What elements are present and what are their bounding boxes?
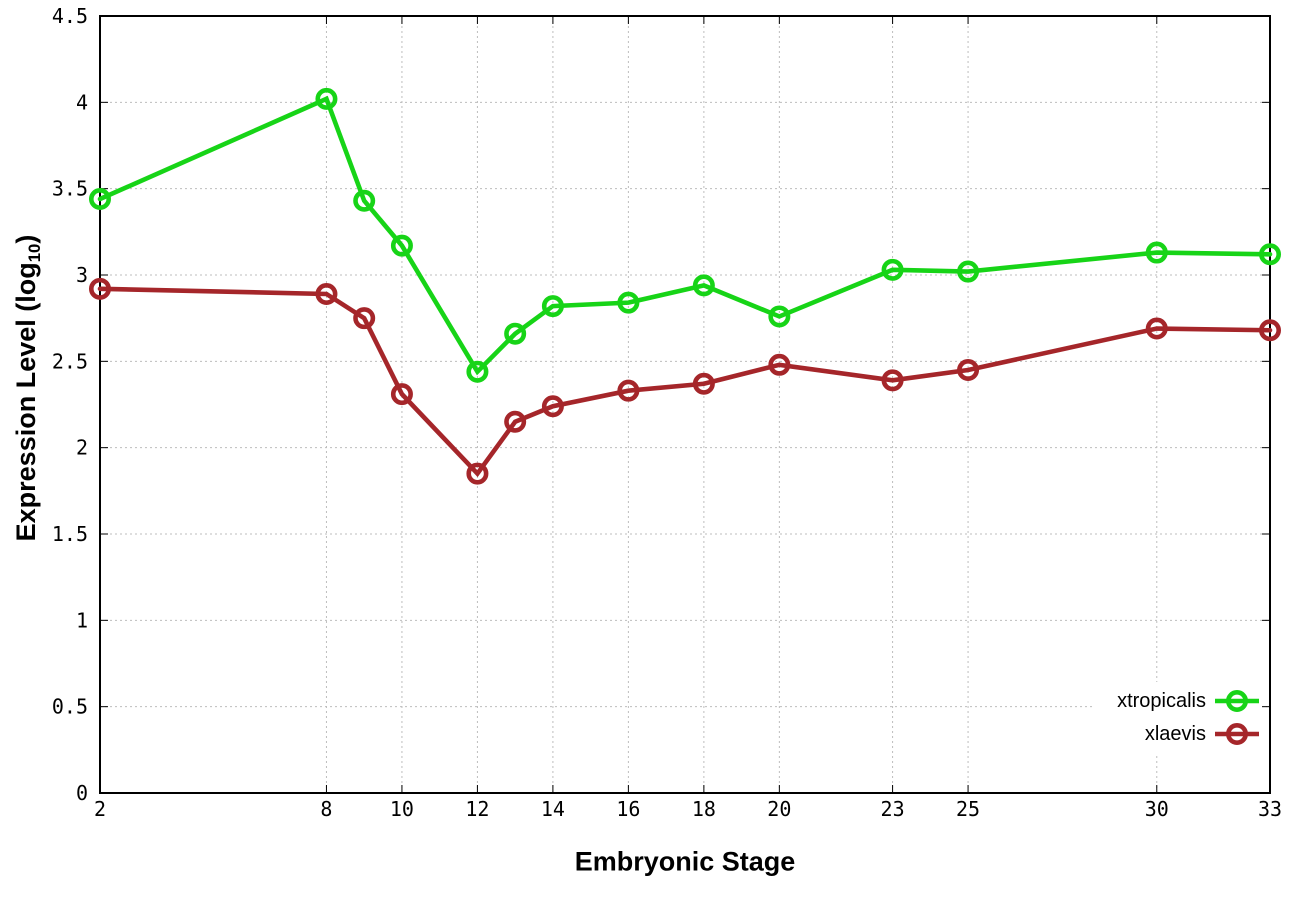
data-point-xtropicalis	[504, 322, 527, 345]
data-point-xlaevis	[466, 462, 489, 485]
x-tick-label: 20	[767, 797, 791, 821]
data-point-xtropicalis	[390, 234, 413, 257]
x-tick-label: 10	[390, 797, 414, 821]
y-tick-label: 2	[76, 436, 88, 460]
data-point-xtropicalis	[1259, 243, 1282, 266]
data-point-xlaevis	[541, 395, 564, 418]
data-point-xlaevis	[617, 379, 640, 402]
y-tick-label: 1.5	[52, 522, 88, 546]
y-tick-label: 3.5	[52, 177, 88, 201]
legend-label-xtropicalis: xtropicalis	[1117, 690, 1206, 712]
x-tick-label: 12	[465, 797, 489, 821]
x-axis-title-text: Embryonic Stage	[574, 846, 796, 877]
data-point-xtropicalis	[89, 188, 112, 211]
data-point-xtropicalis	[957, 260, 980, 283]
plot-border	[99, 15, 1271, 794]
data-point-xtropicalis	[617, 291, 640, 314]
data-point-xlaevis	[881, 369, 904, 392]
y-tick-label: 4.5	[52, 4, 88, 28]
y-axis-title-subscript: 10	[24, 243, 44, 263]
data-point-xlaevis	[89, 277, 112, 300]
data-point-xtropicalis	[466, 360, 489, 383]
y-tick-label: 3	[76, 263, 88, 287]
data-point-xtropicalis	[1145, 241, 1168, 264]
x-tick-label: 25	[956, 797, 980, 821]
x-axis-title: Embryonic Stage	[575, 847, 796, 878]
data-point-xlaevis	[957, 358, 980, 381]
series-line-xlaevis	[97, 286, 1273, 478]
data-point-xlaevis	[315, 282, 338, 305]
y-tick-label: 1	[76, 608, 88, 632]
legend-marker-xtropicalis	[1226, 689, 1249, 712]
data-point-xtropicalis	[881, 258, 904, 281]
data-point-xlaevis	[1259, 319, 1282, 342]
data-point-xlaevis	[768, 353, 791, 376]
x-tick-label: 30	[1145, 797, 1169, 821]
data-point-xlaevis	[390, 383, 413, 406]
data-point-xlaevis	[504, 410, 527, 433]
x-tick-label: 14	[541, 797, 565, 821]
y-tick-label: 0.5	[52, 695, 88, 719]
x-tick-label: 23	[881, 797, 905, 821]
data-point-xtropicalis	[541, 295, 564, 318]
x-tick-label: 8	[320, 797, 332, 821]
series-line-xtropicalis	[97, 95, 1273, 376]
y-axis-title: Expression Level (log10)	[11, 235, 45, 542]
x-tick-label: 2	[94, 797, 106, 821]
data-point-xlaevis	[692, 372, 715, 395]
data-point-xtropicalis	[768, 305, 791, 328]
data-point-xtropicalis	[353, 189, 376, 212]
legend-marker-xlaevis	[1226, 722, 1249, 745]
y-tick-label: 2.5	[52, 349, 88, 373]
legend-label-xlaevis: xlaevis	[1145, 723, 1206, 745]
y-tick-label: 4	[76, 90, 88, 114]
data-point-xlaevis	[353, 307, 376, 330]
data-point-xtropicalis	[315, 87, 338, 110]
data-point-xlaevis	[1145, 317, 1168, 340]
x-tick-label: 18	[692, 797, 716, 821]
y-tick-label: 0	[76, 781, 88, 805]
data-point-xtropicalis	[692, 274, 715, 297]
y-axis-title-close: )	[11, 234, 42, 244]
x-tick-label: 33	[1258, 797, 1282, 821]
x-tick-label: 16	[616, 797, 640, 821]
y-axis-title-text: Expression Level (log	[11, 262, 42, 542]
